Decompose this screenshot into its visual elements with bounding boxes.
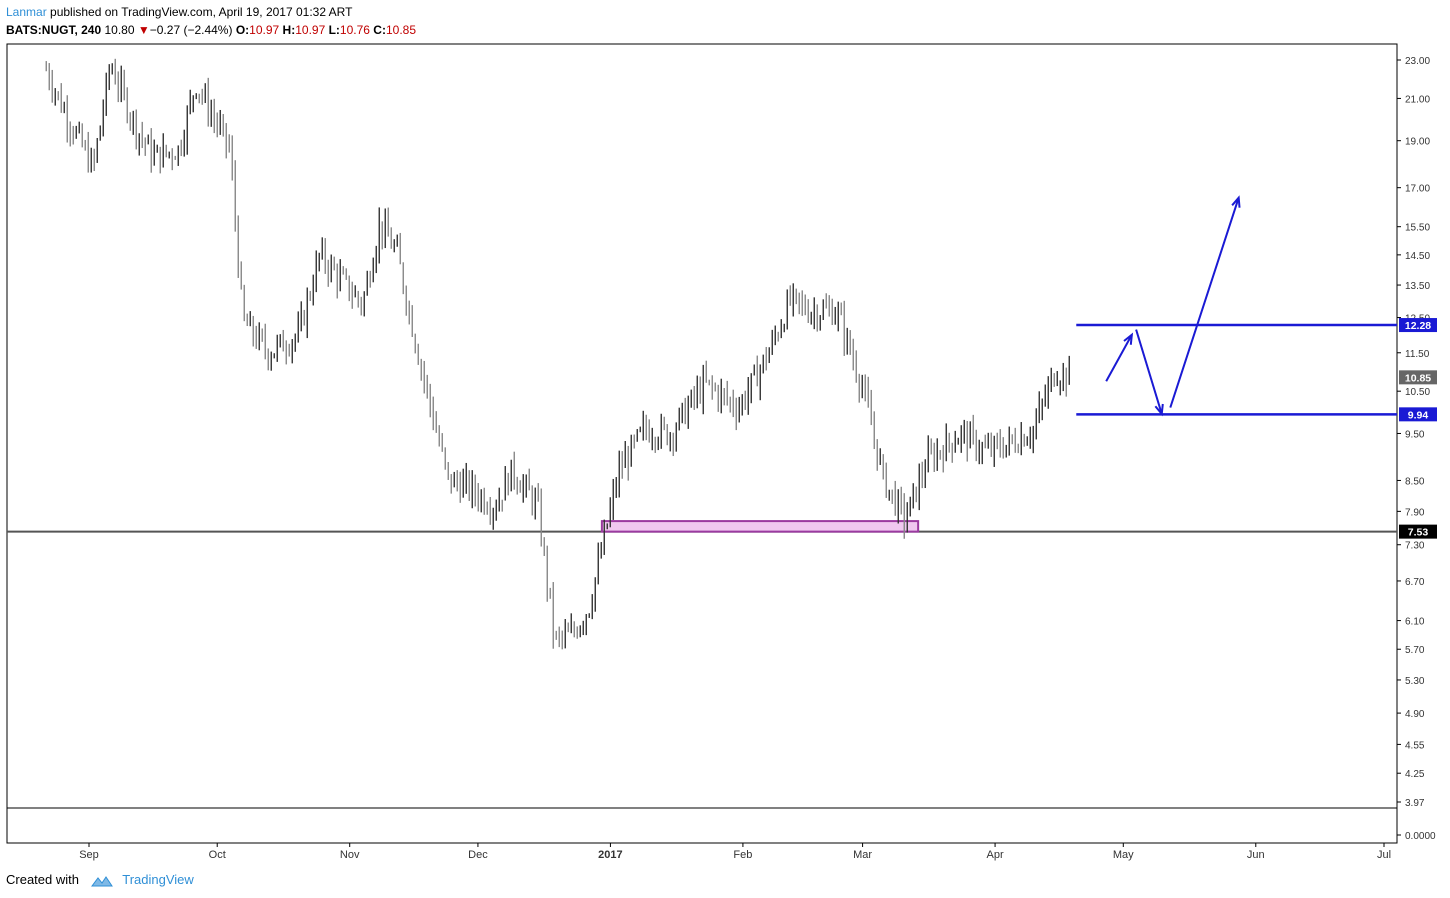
x-tick-label: May (1113, 849, 1134, 861)
y-tick-label: 6.10 (1405, 617, 1425, 628)
projection-arrowhead (1231, 195, 1241, 208)
x-tick-label: Nov (340, 849, 360, 861)
x-tick-label: Jun (1247, 849, 1265, 861)
symbol-label[interactable]: BATS:NUGT, 240 (6, 23, 102, 37)
y-tick-label: 8.50 (1405, 476, 1425, 487)
main-pane-border (6, 43, 1398, 809)
y-tick-label: 6.70 (1405, 577, 1425, 588)
x-tick-label: Apr (987, 849, 1004, 861)
x-tick-label: Sep (79, 849, 99, 861)
published-text: published on TradingView.com, April 19, … (50, 5, 353, 19)
high-value: 10.97 (295, 23, 326, 37)
projection-arrow (1105, 334, 1133, 382)
y-tick-label: 7.90 (1405, 507, 1425, 518)
projection-arrowhead (1123, 332, 1134, 345)
chart-header: Lanmar published on TradingView.com, Apr… (6, 4, 352, 20)
x-tick-label: Feb (733, 849, 752, 861)
y-tick-label: 4.55 (1405, 740, 1425, 751)
y-tick-label: 4.90 (1405, 709, 1425, 720)
open-label: O: (235, 23, 250, 37)
y-tick-label: 19.00 (1405, 137, 1430, 148)
low-label: L: (328, 23, 340, 37)
high-label: H: (282, 23, 296, 37)
x-tick-label: 2017 (598, 849, 622, 861)
y-tick-label: 21.00 (1405, 94, 1430, 105)
projection-arrow (1135, 329, 1163, 415)
author-link[interactable]: Lanmar (6, 5, 47, 19)
indicator-tick-label: 0.0000 (1405, 831, 1436, 842)
price-change: −0.27 (−2.44%) (149, 23, 233, 37)
open-value: 10.97 (249, 23, 280, 37)
created-with-text: Created with (6, 872, 79, 887)
y-tick-label: 5.30 (1405, 676, 1425, 687)
level-label-bg (1399, 318, 1437, 333)
demand-zone (600, 520, 920, 533)
y-tick-label: 17.00 (1405, 184, 1430, 195)
y-tick-label: 15.50 (1405, 223, 1430, 234)
x-tick-label: Mar (853, 849, 872, 861)
y-tick-label: 10.50 (1405, 387, 1430, 398)
last-price-label: 10.85 (1405, 372, 1431, 384)
level-label: 7.53 (1408, 527, 1429, 539)
indicator-pane-border (6, 807, 1398, 844)
y-tick-label: 14.50 (1405, 251, 1430, 262)
last-price-label-bg (1399, 370, 1437, 385)
close-label: C: (373, 23, 386, 37)
x-tick-label: Oct (209, 849, 226, 861)
tradingview-link[interactable]: TradingView (122, 872, 194, 887)
low-value: 10.76 (339, 23, 370, 37)
last-price: 10.80 (104, 23, 135, 37)
y-tick-label: 23.00 (1405, 56, 1430, 67)
level-label-bg (1399, 407, 1437, 422)
x-tick-label: Dec (468, 849, 488, 861)
projection-arrowhead (1154, 403, 1164, 417)
projection-arrow (1169, 197, 1240, 408)
y-tick-label: 5.70 (1405, 645, 1425, 656)
y-tick-label: 3.97 (1405, 798, 1425, 809)
x-tick-label: Jul (1377, 849, 1391, 861)
level-label-bg (1399, 524, 1437, 539)
y-tick-label: 11.50 (1405, 349, 1430, 360)
tradingview-logo-icon (90, 875, 113, 887)
y-tick-label: 7.30 (1405, 541, 1425, 552)
price-bars (45, 58, 1070, 650)
y-tick-label: 13.50 (1405, 281, 1430, 292)
y-tick-label: 4.25 (1405, 769, 1425, 780)
level-label: 9.94 (1408, 409, 1429, 421)
down-arrow-icon: ▼ (137, 23, 150, 37)
footer: Created with TradingView (6, 872, 194, 888)
y-tick-label: 9.50 (1405, 429, 1425, 440)
level-label: 12.28 (1405, 320, 1431, 332)
symbol-legend: BATS:NUGT, 240 10.80 ▼−0.27 (−2.44%) O:1… (6, 22, 416, 38)
close-value: 10.85 (385, 23, 416, 37)
